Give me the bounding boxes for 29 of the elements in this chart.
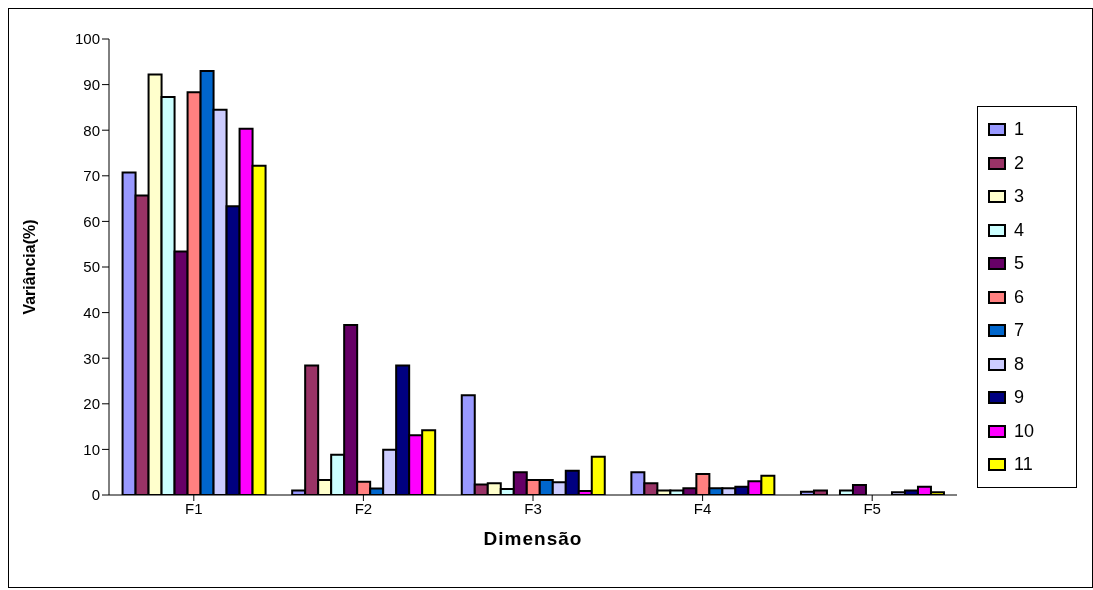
y-axis-title: Variância(%) (20, 219, 38, 315)
y-tick-label: 10 (83, 440, 100, 458)
legend-label: 1 (1014, 119, 1025, 140)
y-tick-label: 80 (83, 121, 100, 139)
legend-label: 11 (1014, 454, 1033, 475)
x-tick-label: F5 (863, 499, 881, 517)
x-tick-label: F3 (524, 499, 542, 517)
y-tick-label: 60 (83, 212, 100, 230)
legend-label: 8 (1014, 353, 1025, 375)
legend-label: 4 (1014, 219, 1025, 241)
x-axis-title: Dimensão (483, 528, 583, 549)
y-tick-label: 30 (83, 349, 100, 367)
x-tick-label: F2 (354, 499, 373, 517)
legend-label: 7 (1014, 320, 1025, 341)
y-tick-label: 40 (83, 303, 100, 321)
legend-label: 9 (1014, 387, 1025, 408)
legend-label: 6 (1014, 286, 1025, 308)
y-tick-label: 90 (83, 75, 100, 93)
legend-label: 2 (1014, 152, 1025, 174)
y-tick-label: 50 (83, 258, 100, 276)
y-tick-label: 100 (74, 30, 100, 48)
legend-label: 10 (1014, 420, 1035, 442)
legend-label: 3 (1014, 186, 1025, 207)
y-tick-label: 0 (91, 486, 100, 504)
y-tick-label: 20 (83, 395, 100, 413)
y-tick-label: 70 (83, 167, 100, 185)
x-tick-label: F1 (185, 499, 203, 517)
legend-label: 5 (1014, 253, 1025, 274)
x-tick-label: F4 (693, 499, 712, 517)
